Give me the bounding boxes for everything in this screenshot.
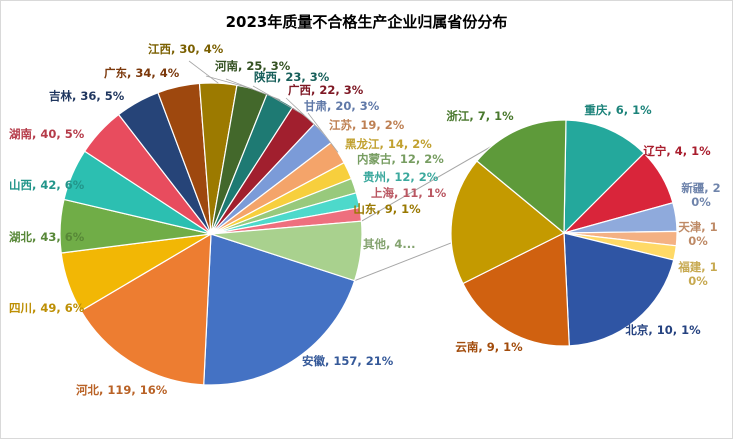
main-pie-data-label: 安徽, 157, 21% [302, 354, 394, 368]
secondary-pie-data-label: 山东, 9, 1% [353, 202, 421, 216]
secondary-pie-data-label: 重庆, 6, 1% [584, 103, 652, 117]
main-pie-slice [210, 220, 363, 282]
main-pie-data-label: 黑龙江, 14, 2% [345, 137, 432, 151]
series-connector-line [354, 242, 452, 282]
main-pie-data-label: 湖北, 43, 6% [9, 230, 85, 244]
main-pie-data-label: 甘肃, 20, 3% [304, 99, 380, 113]
main-pie-data-label: 陕西, 23, 3% [254, 70, 330, 84]
secondary-pie-slice [563, 232, 675, 347]
main-pie-data-label: 江苏, 19, 2% [329, 118, 405, 132]
label-leader-line [205, 75, 253, 90]
main-pie-data-label: 贵州, 12, 2% [363, 170, 439, 184]
secondary-pie-data-label: 天津, 1 0% [678, 220, 717, 248]
secondary-pie-data-label: 新疆, 2 0% [681, 181, 720, 209]
main-pie-data-label: 广东, 34, 4% [104, 66, 180, 80]
main-pie-data-label: 上海, 11, 1% [371, 186, 447, 200]
secondary-pie-slice [563, 119, 645, 235]
main-pie-data-label: 河南, 25, 3% [215, 59, 291, 73]
label-leader-line [252, 85, 305, 116]
label-leader-line [307, 112, 339, 153]
secondary-pie [450, 119, 678, 347]
main-pie-data-label: 江西, 30, 4% [148, 42, 224, 56]
main-pie-data-label: 广西, 22, 3% [288, 83, 364, 97]
secondary-pie-labels: 重庆, 6, 1% 辽宁, 4, 1% 新疆, 2 0% 天津, 1 0% 福建, 1 0% 北… [353, 103, 720, 354]
main-pie-data-label: 湖南, 40, 5% [9, 127, 85, 141]
secondary-pie-slice [450, 160, 566, 285]
main-pie-data-label: 山西, 42, 6% [9, 178, 85, 192]
secondary-pie-data-label: 辽宁, 4, 1% [643, 144, 711, 158]
main-pie-slice [203, 233, 356, 386]
secondary-pie-data-label: 北京, 10, 1% [625, 323, 701, 337]
main-pie [59, 82, 363, 386]
main-pie-data-label: 河北, 119, 16% [76, 383, 168, 397]
secondary-pie-data-label: 浙江, 7, 1% [446, 109, 514, 123]
chart-title: 2023年质量不合格生产企业归属省份分布 [225, 13, 508, 31]
secondary-pie-slice [476, 119, 567, 235]
secondary-pie-data-label: 云南, 9, 1% [455, 340, 523, 354]
main-pie-slice [80, 232, 212, 386]
main-pie-data-label: 吉林, 36, 5% [49, 89, 125, 103]
main-pie-data-label: 其他, 4... [363, 237, 415, 251]
label-leader-line [285, 97, 324, 134]
secondary-pie-data-label: 福建, 1 0% [677, 260, 717, 288]
main-pie-data-label: 内蒙古, 12, 2% [357, 152, 444, 166]
secondary-pie-slice [462, 232, 570, 347]
main-pie-data-label: 四川, 49, 6% [9, 301, 85, 315]
main-pie-labels: 安徽, 157, 21% 河北, 119, 16% 四川, 49, 6% 湖北, 43… [9, 42, 447, 397]
label-leader-line [188, 60, 219, 84]
